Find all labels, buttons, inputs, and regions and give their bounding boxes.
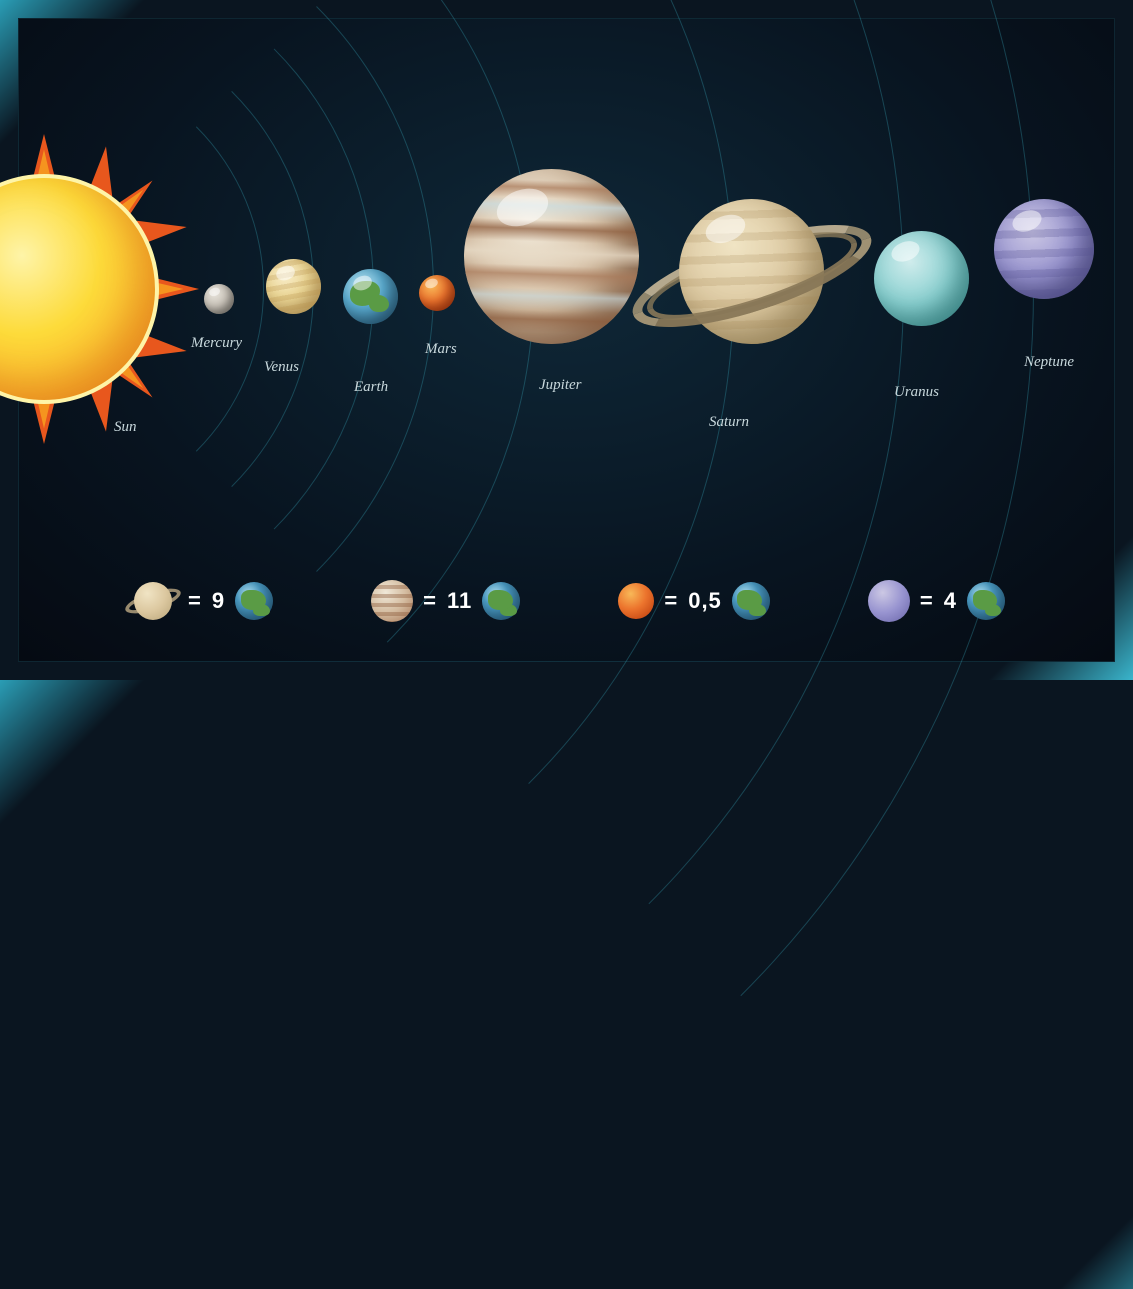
saturn bbox=[679, 199, 824, 344]
comparison-value: 9 bbox=[212, 588, 225, 614]
mars-label: Mars bbox=[425, 341, 457, 358]
diagram-frame: Sun Mercury Venus Earth Mars Jupiter bbox=[18, 18, 1115, 662]
mercury-label: Mercury bbox=[191, 335, 242, 352]
mars bbox=[419, 275, 455, 311]
comparison-saturn: = 9 bbox=[128, 580, 273, 622]
comparison-mars: = 0,5 bbox=[618, 582, 769, 620]
comparison-bar: = 9 = 11 = 0,5 = 4 bbox=[19, 571, 1114, 631]
neptune-mini-icon bbox=[868, 580, 910, 622]
uranus bbox=[874, 231, 969, 326]
venus bbox=[266, 259, 321, 314]
equals-sign: = bbox=[920, 588, 934, 614]
neptune-label: Neptune bbox=[1024, 354, 1074, 371]
jupiter-mini-icon bbox=[371, 580, 413, 622]
earth-mini-icon bbox=[732, 582, 770, 620]
equals-sign: = bbox=[423, 588, 437, 614]
earth-label: Earth bbox=[354, 379, 388, 396]
comparison-jupiter: = 11 bbox=[371, 580, 520, 622]
venus-label: Venus bbox=[264, 359, 299, 376]
sun-label: Sun bbox=[114, 419, 137, 436]
jupiter bbox=[464, 169, 639, 344]
neptune bbox=[994, 199, 1094, 299]
comparison-value: 4 bbox=[944, 588, 957, 614]
saturn-label: Saturn bbox=[709, 414, 749, 431]
equals-sign: = bbox=[188, 588, 202, 614]
earth-mini-icon bbox=[235, 582, 273, 620]
earth bbox=[343, 269, 398, 324]
mars-mini-icon bbox=[618, 583, 654, 619]
saturn-mini-icon bbox=[128, 580, 178, 622]
comparison-value: 11 bbox=[447, 588, 472, 614]
comparison-value: 0,5 bbox=[688, 588, 722, 614]
uranus-label: Uranus bbox=[894, 384, 939, 401]
jupiter-label: Jupiter bbox=[539, 377, 582, 394]
comparison-neptune: = 4 bbox=[868, 580, 1005, 622]
sun bbox=[0, 174, 159, 404]
mercury bbox=[204, 284, 234, 314]
earth-mini-icon bbox=[967, 582, 1005, 620]
earth-mini-icon bbox=[482, 582, 520, 620]
equals-sign: = bbox=[664, 588, 678, 614]
